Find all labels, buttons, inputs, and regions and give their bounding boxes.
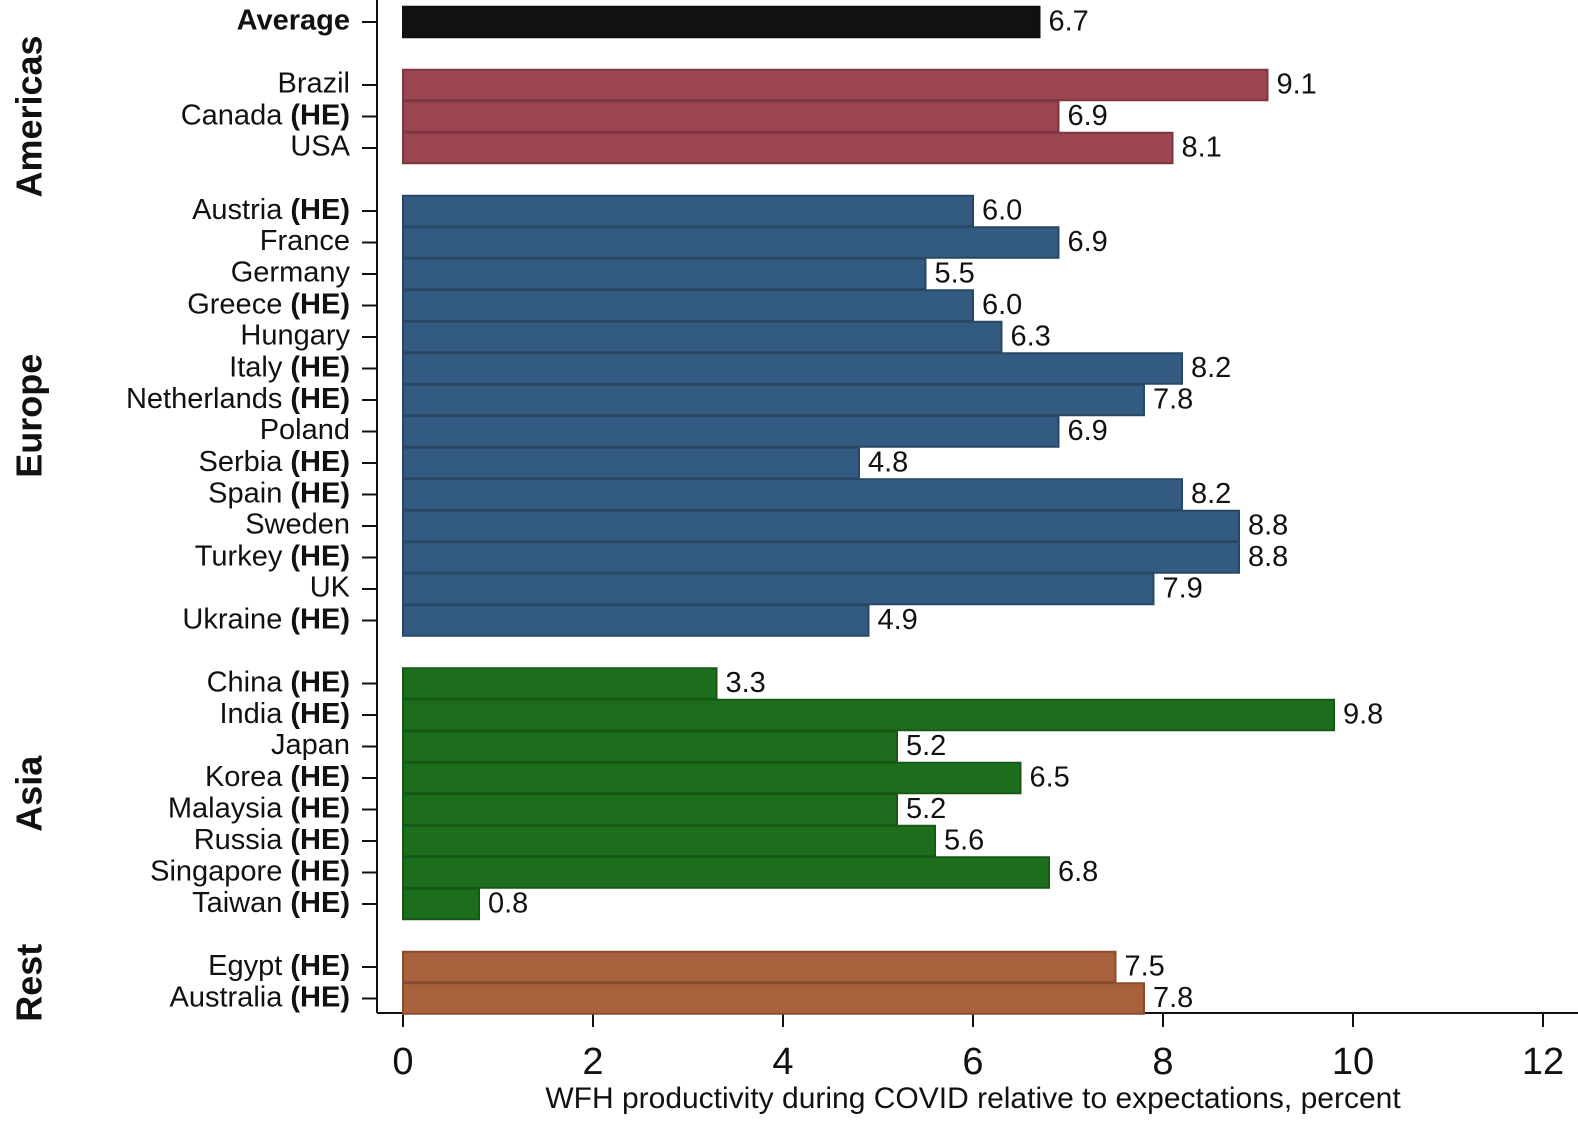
category-label: Russia (HE) — [194, 824, 350, 856]
value-label: 5.2 — [906, 793, 946, 825]
value-label: 6.0 — [982, 195, 1022, 227]
category-label: Average — [237, 5, 350, 37]
category-label: Ukraine (HE) — [182, 603, 350, 635]
bar — [402, 5, 1041, 39]
x-tick-label: 10 — [1332, 1041, 1374, 1083]
bar — [402, 352, 1183, 385]
value-label: 6.7 — [1049, 6, 1089, 38]
bar — [402, 824, 936, 858]
bar — [402, 793, 898, 826]
group-label: Americas — [9, 35, 50, 197]
category-label: Spain (HE) — [208, 477, 350, 509]
bar — [402, 257, 927, 291]
value-label: 6.9 — [1068, 226, 1108, 258]
group-label: Europe — [9, 354, 50, 478]
category-label: India (HE) — [219, 698, 350, 730]
bar — [402, 383, 1145, 417]
value-label: 8.2 — [1191, 352, 1231, 384]
category-label: China (HE) — [207, 666, 350, 698]
category-label: USA — [290, 131, 350, 163]
category-label: Netherlands (HE) — [126, 383, 350, 415]
category-label: Italy (HE) — [229, 351, 350, 383]
category-label: Canada (HE) — [181, 99, 350, 131]
value-label: 6.9 — [1068, 100, 1108, 132]
bar — [402, 698, 1335, 732]
category-label: Turkey (HE) — [195, 540, 350, 572]
category-label: Egypt (HE) — [208, 950, 350, 982]
x-tick-label: 8 — [1152, 1041, 1173, 1083]
value-label: 6.8 — [1058, 856, 1098, 888]
value-label: 5.2 — [906, 730, 946, 762]
bar — [402, 478, 1183, 511]
bar — [402, 131, 1174, 165]
value-label: 7.9 — [1163, 573, 1203, 605]
value-label: 5.6 — [944, 825, 984, 857]
category-label: Poland — [260, 414, 350, 446]
x-tick-label: 4 — [772, 1041, 793, 1083]
bar — [402, 950, 1117, 984]
group-label: Asia — [9, 755, 50, 832]
value-label: 6.3 — [1011, 321, 1051, 353]
value-label: 6.5 — [1030, 762, 1070, 794]
category-label: Taiwan (HE) — [192, 887, 350, 919]
bar — [402, 730, 898, 763]
value-label: 9.1 — [1277, 69, 1317, 101]
bar — [402, 761, 1022, 795]
value-label: 0.8 — [488, 888, 528, 920]
value-label: 6.0 — [982, 289, 1022, 321]
value-label: 7.5 — [1125, 951, 1165, 983]
value-label: 5.5 — [935, 258, 975, 290]
category-label: Australia (HE) — [170, 981, 351, 1013]
category-label: Austria (HE) — [192, 194, 350, 226]
category-label: France — [260, 225, 350, 257]
value-label: 7.8 — [1153, 982, 1193, 1014]
category-label: Malaysia (HE) — [168, 792, 350, 824]
value-label: 4.9 — [878, 604, 918, 636]
value-label: 8.8 — [1248, 541, 1288, 573]
group-label: Rest — [9, 944, 50, 1022]
bar — [402, 226, 1060, 259]
category-label: UK — [310, 572, 351, 604]
bar — [402, 68, 1269, 102]
category-label: Greece (HE) — [187, 288, 350, 320]
bar — [402, 887, 480, 921]
bar — [402, 667, 718, 700]
category-label: Japan — [271, 729, 350, 761]
value-label: 6.9 — [1068, 415, 1108, 447]
bar — [402, 320, 1003, 354]
x-tick-label: 12 — [1522, 1041, 1564, 1083]
value-label: 8.2 — [1191, 478, 1231, 510]
category-label: Brazil — [277, 68, 350, 100]
category-label: Hungary — [240, 320, 350, 352]
x-axis-label: WFH productivity during COVID relative t… — [545, 1082, 1401, 1115]
category-label: Singapore (HE) — [150, 855, 350, 887]
x-tick-label: 0 — [392, 1041, 413, 1083]
value-label: 4.8 — [868, 447, 908, 479]
value-label: 3.3 — [726, 667, 766, 699]
bar — [402, 541, 1240, 574]
x-tick-label: 2 — [582, 1041, 603, 1083]
x-tick-label: 6 — [962, 1041, 983, 1083]
bar — [402, 604, 870, 637]
bar — [402, 572, 1155, 606]
value-label: 9.8 — [1343, 699, 1383, 731]
bar — [402, 100, 1060, 133]
category-label: Korea (HE) — [205, 761, 350, 793]
value-label: 8.1 — [1182, 132, 1222, 164]
category-label: Germany — [231, 257, 351, 289]
bar — [402, 415, 1060, 448]
value-label: 7.8 — [1153, 384, 1193, 416]
value-label: 8.8 — [1248, 510, 1288, 542]
category-label: Sweden — [245, 509, 350, 541]
category-label: Serbia (HE) — [199, 446, 351, 478]
bar — [402, 446, 860, 480]
bar — [402, 289, 974, 322]
bar — [402, 856, 1050, 889]
bar — [402, 194, 974, 228]
bar — [402, 509, 1240, 543]
bar — [402, 982, 1145, 1015]
